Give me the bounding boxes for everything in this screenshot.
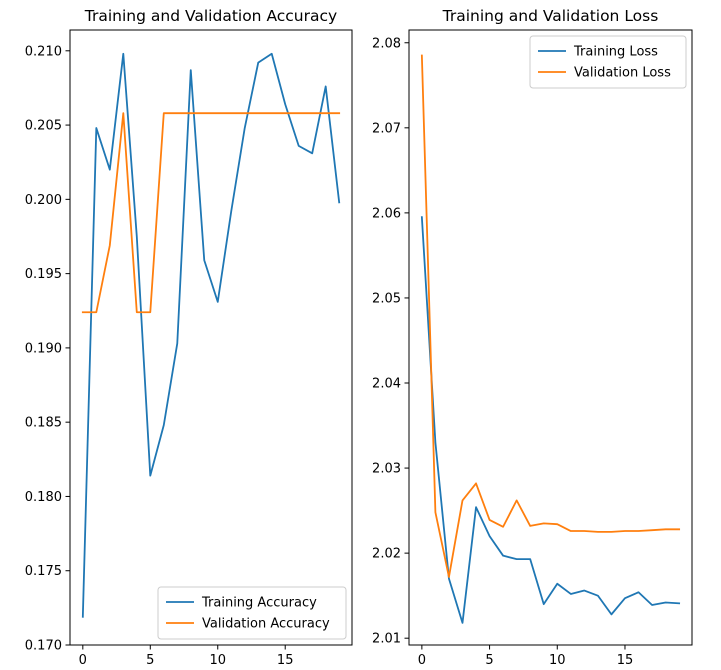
y-tick-label: 2.05 [372,291,401,306]
y-tick-label: 2.02 [372,547,401,562]
legend-label: Training Accuracy [201,596,317,611]
x-tick-label: 10 [549,653,566,668]
y-tick-label: 0.205 [25,119,62,134]
chart-title: Training and Validation Accuracy [84,7,337,25]
y-tick-label: 0.175 [25,564,62,579]
chart-1: 0 5 10 15 0.170 0.175 0.180 0.185 0.190 0.195 0.20… [25,7,353,668]
legend-label: Validation Loss [574,66,671,81]
y-tick-label: 2.01 [372,632,401,647]
legend-box [157,586,347,640]
series-line-validation-loss [420,54,681,578]
chart-2: 0 5 10 15 2.01 2.02 2.03 2.04 2.05 2.06 2.07 2.08 Tr… [372,7,693,668]
y-tick-label: 0.180 [25,490,62,505]
chart-title: Training and Validation Loss [442,7,659,25]
x-tick-label: 15 [617,653,634,668]
axes-frame [69,29,353,646]
legend: Training Loss Validation Loss [529,35,687,89]
y-tick-label: 0.210 [25,44,62,59]
legend: Training Accuracy Validation Accuracy [157,586,347,640]
y-tick-label: 0.185 [25,416,62,431]
y-tick-label: 2.06 [372,206,401,221]
x-tick-label: 10 [209,653,226,668]
y-tick-label: 0.195 [25,267,62,282]
axes-frame [408,29,693,646]
x-tick-label: 0 [418,653,426,668]
y-tick-label: 0.200 [25,193,62,208]
y-tick-label: 0.170 [25,639,62,654]
legend-label: Training Loss [573,45,658,60]
legend-box [529,35,687,89]
x-tick-label: 0 [79,653,87,668]
series-line-training-loss [420,216,681,624]
series-line-validation-accuracy [81,112,341,314]
y-tick-label: 2.03 [372,462,401,477]
y-tick-label: 2.08 [372,36,401,51]
x-tick-label: 5 [146,653,154,668]
x-tick-label: 15 [277,653,294,668]
y-tick-label: 2.04 [372,377,401,392]
legend-label: Validation Accuracy [202,617,330,632]
series-line-training-accuracy [81,52,341,618]
y-tick-label: 0.190 [25,341,62,356]
x-tick-label: 5 [485,653,493,668]
y-tick-label: 2.07 [372,121,401,136]
